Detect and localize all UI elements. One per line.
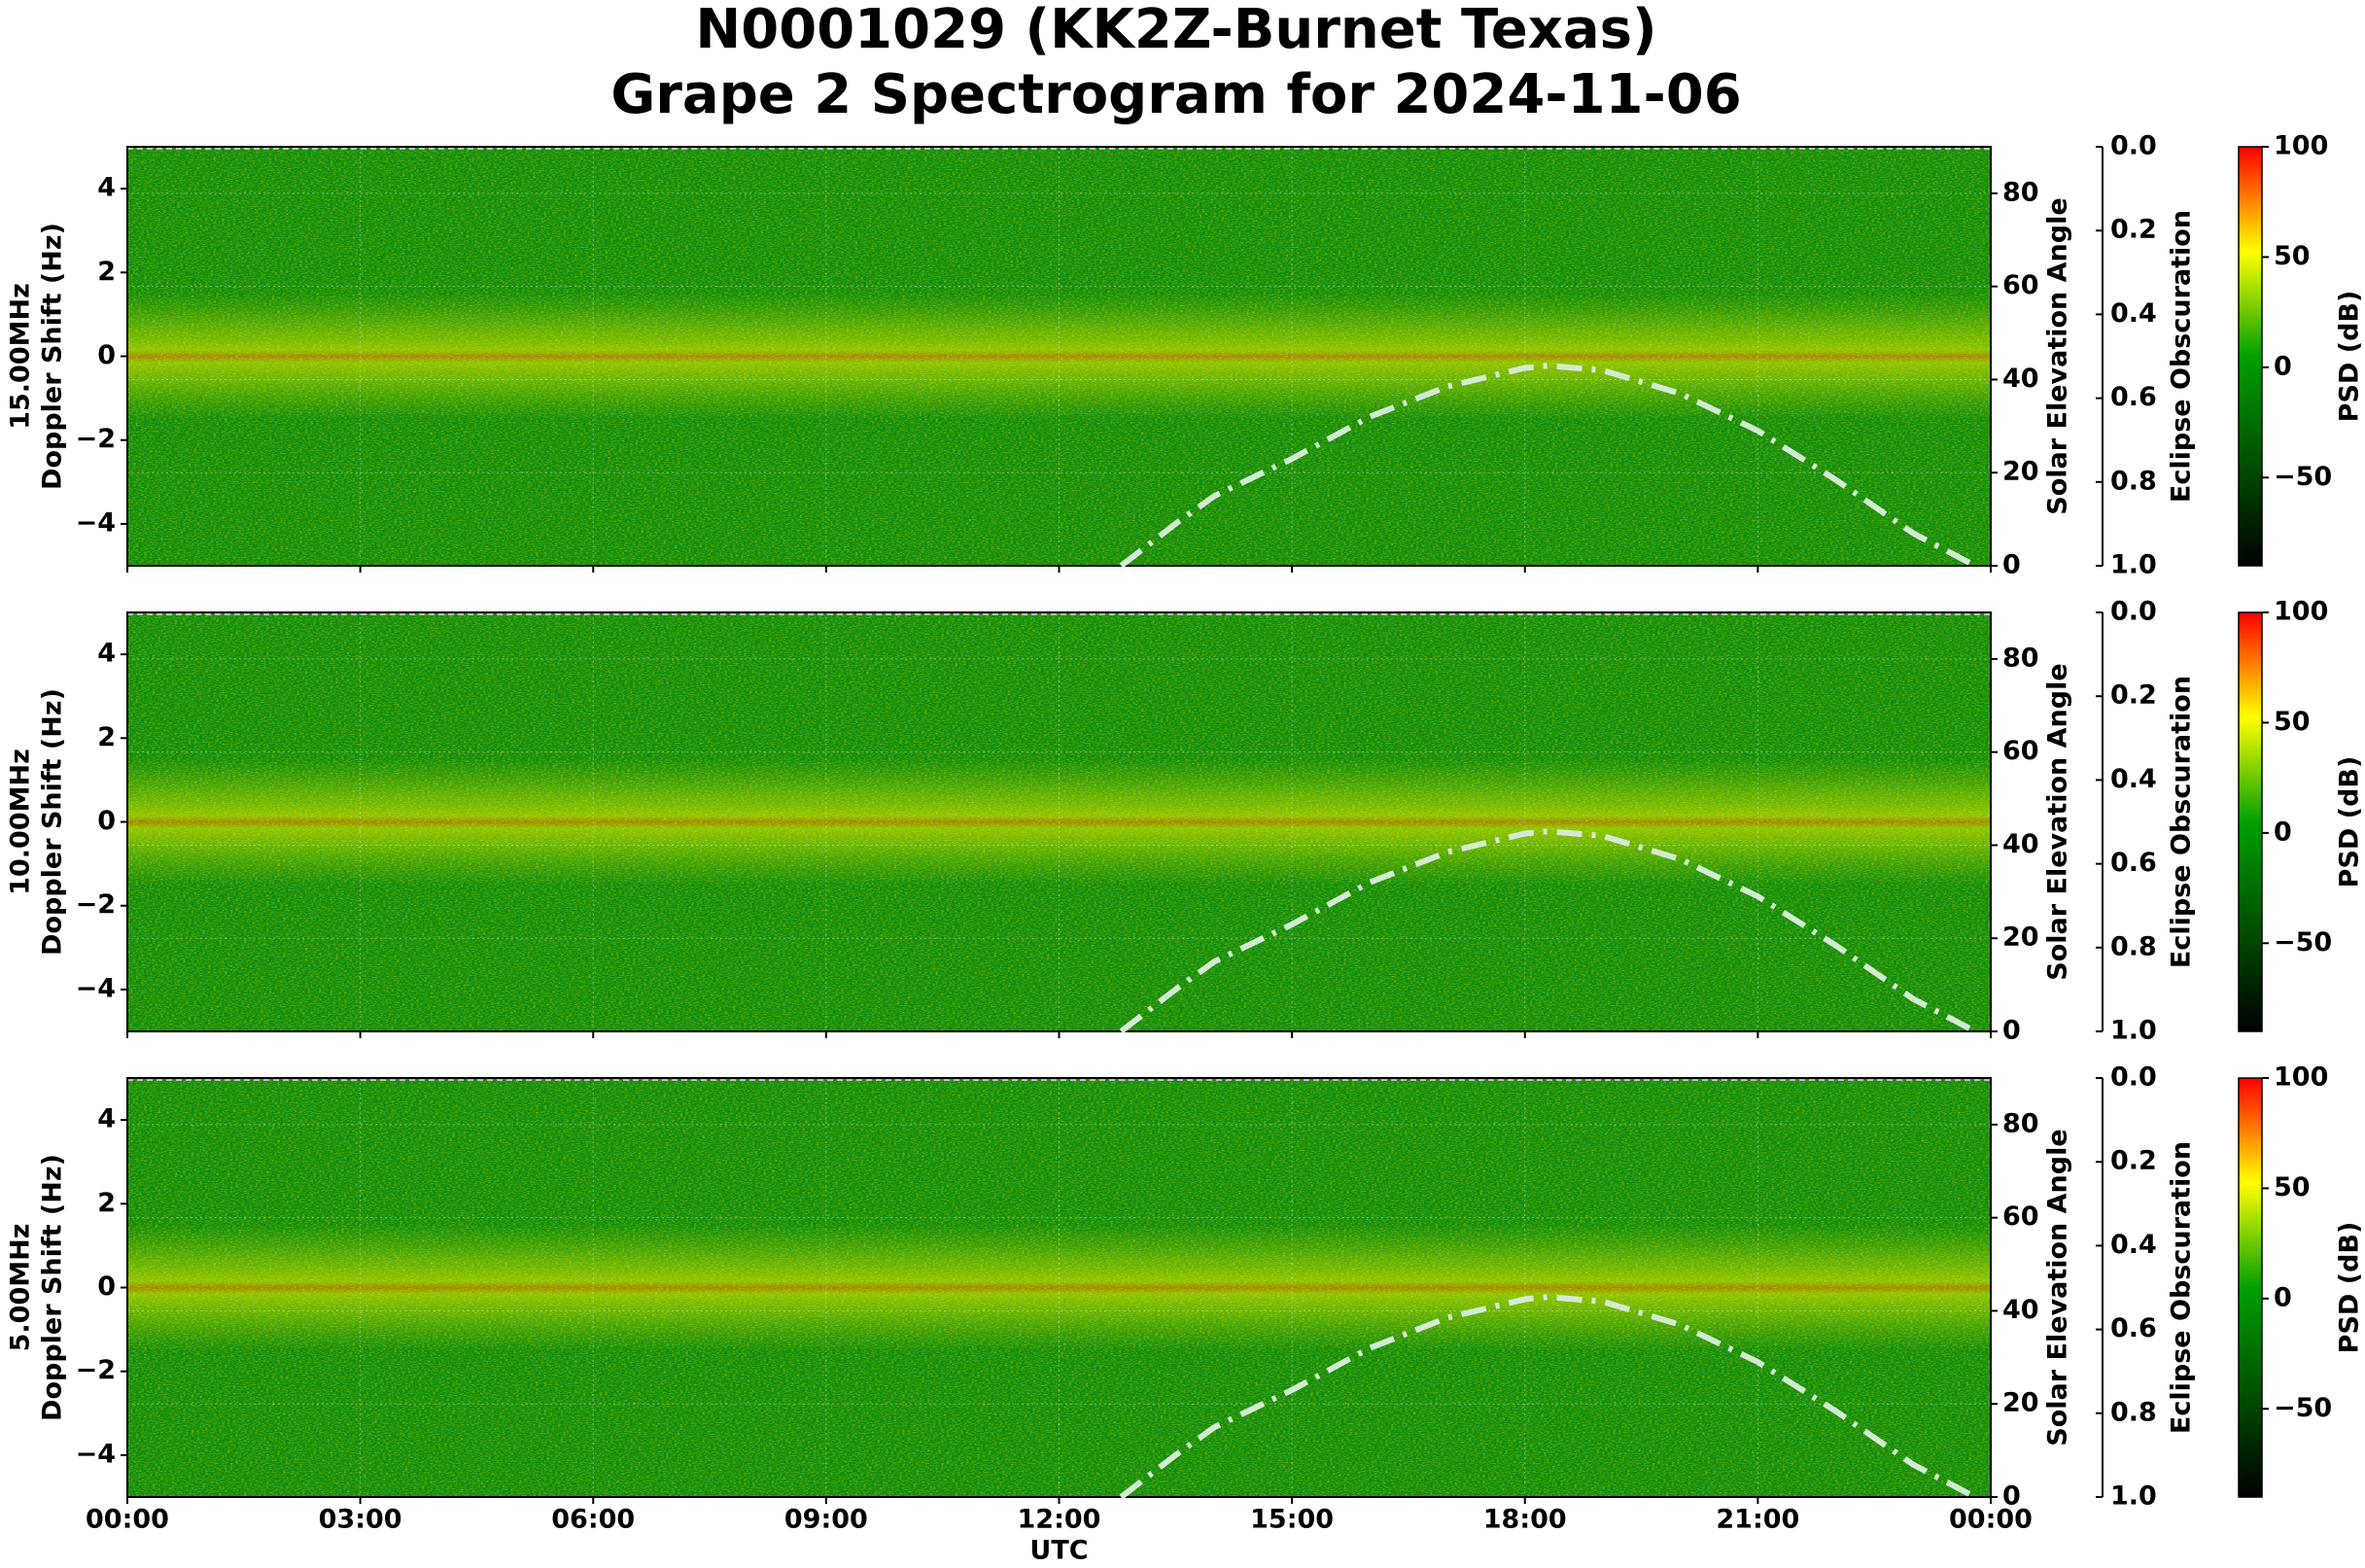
- colorbar-tick-label: −50: [2274, 1393, 2332, 1423]
- colorbar: [2238, 146, 2263, 567]
- frequency-label: 15.00MHz: [6, 283, 36, 430]
- y3-tick-label: 0.2: [2110, 1146, 2157, 1176]
- y3-tick-label: 0.4: [2110, 298, 2157, 329]
- y-tick-label: 0: [97, 1272, 116, 1302]
- x-tick-label: 12:00: [1018, 1505, 1101, 1535]
- y3-axis-label: Eclipse Obscuration: [2167, 676, 2197, 968]
- y-tick-label: 4: [97, 1104, 116, 1134]
- y-tick-label: −4: [76, 507, 116, 538]
- y3-axis-label: Eclipse Obscuration: [2167, 210, 2197, 503]
- y3-tick-label: 0.6: [2110, 1313, 2157, 1343]
- y3-tick-label: 0.0: [2110, 597, 2157, 627]
- y-tick-label: 0: [97, 806, 116, 836]
- title: N0001029 (KK2Z-Burnet Texas): [695, 0, 1656, 61]
- y3-tick-label: 0.8: [2110, 931, 2157, 961]
- y3-tick-label: 0.4: [2110, 764, 2157, 794]
- y-axis-label: Doppler Shift (Hz): [38, 1154, 68, 1421]
- y-tick-label: −2: [76, 424, 116, 454]
- y2-tick-label: 40: [2002, 829, 2039, 859]
- y-tick-label: 2: [97, 257, 116, 287]
- x-tick-label: 00:00: [1949, 1505, 2033, 1535]
- x-tick-label: 15:00: [1250, 1505, 1334, 1535]
- y3-tick-label: 0.6: [2110, 848, 2157, 878]
- y2-tick-label: 80: [2002, 643, 2039, 673]
- y2-tick-label: 60: [2002, 270, 2039, 300]
- y-tick-label: −2: [76, 889, 116, 920]
- y-tick-label: 2: [97, 1188, 116, 1218]
- plot-frame: [126, 1077, 1992, 1498]
- y3-tick-label: 0.0: [2110, 1063, 2157, 1093]
- y3-tick-label: 1.0: [2110, 550, 2157, 580]
- x-axis-label: UTC: [1029, 1536, 1088, 1566]
- y3-axis-label: Eclipse Obscuration: [2167, 1141, 2197, 1434]
- frequency-label: 5.00MHz: [6, 1224, 36, 1352]
- spectrogram-texture: [127, 147, 1991, 566]
- colorbar: [2238, 611, 2263, 1032]
- colorbar-tick-label: 100: [2274, 1063, 2328, 1093]
- y2-tick-label: 0: [2002, 1016, 2021, 1046]
- y2-tick-label: 60: [2002, 736, 2039, 766]
- y3-tick-label: 0.2: [2110, 215, 2157, 245]
- y-tick-label: −4: [76, 973, 116, 1003]
- y2-tick-label: 60: [2002, 1202, 2039, 1232]
- y-tick-label: 0: [97, 340, 116, 370]
- y-tick-label: 4: [97, 639, 116, 669]
- y2-tick-label: 20: [2002, 1388, 2039, 1418]
- x-tick-label: 06:00: [551, 1505, 635, 1535]
- colorbar-label: PSD (dB): [2335, 756, 2365, 889]
- y3-tick-label: 0.8: [2110, 1397, 2157, 1427]
- y2-tick-label: 40: [2002, 364, 2039, 394]
- y2-tick-label: 0: [2002, 550, 2021, 580]
- x-tick-label: 18:00: [1483, 1505, 1567, 1535]
- colorbar-tick-label: 0: [2274, 351, 2292, 381]
- y2-axis-label: Solar Elevation Angle: [2043, 663, 2073, 980]
- y2-tick-label: 80: [2002, 1108, 2039, 1138]
- x-tick-label: 21:00: [1716, 1505, 1799, 1535]
- colorbar-tick-label: 0: [2274, 1282, 2292, 1312]
- colorbar: [2238, 1077, 2263, 1498]
- y2-tick-label: 20: [2002, 923, 2039, 953]
- plot-frame: [126, 146, 1992, 567]
- colorbar-label: PSD (dB): [2335, 1222, 2365, 1354]
- colorbar-tick-label: 50: [2274, 241, 2311, 271]
- x-tick-label: 03:00: [319, 1505, 402, 1535]
- colorbar-tick-label: 50: [2274, 1172, 2311, 1202]
- y3-tick-label: 1.0: [2110, 1481, 2157, 1512]
- y3-tick-label: 0.4: [2110, 1230, 2157, 1260]
- colorbar-tick-label: 100: [2274, 597, 2328, 627]
- colorbar-tick-label: 50: [2274, 707, 2311, 737]
- y2-tick-label: 20: [2002, 457, 2039, 487]
- spectrogram-texture: [127, 1078, 1991, 1497]
- y-tick-label: 4: [97, 173, 116, 203]
- colorbar-tick-label: −50: [2274, 927, 2332, 958]
- y3-tick-label: 0.6: [2110, 382, 2157, 412]
- x-tick-label: 00:00: [86, 1505, 169, 1535]
- frequency-label: 10.00MHz: [6, 749, 36, 895]
- y2-tick-label: 80: [2002, 177, 2039, 207]
- y2-tick-label: 40: [2002, 1295, 2039, 1325]
- colorbar-tick-label: 100: [2274, 131, 2328, 161]
- y2-tick-label: 0: [2002, 1481, 2021, 1512]
- subtitle: Grape 2 Spectrogram for 2024-11-06: [610, 63, 1741, 126]
- y2-axis-label: Solar Elevation Angle: [2043, 1129, 2073, 1446]
- colorbar-tick-label: −50: [2274, 462, 2332, 492]
- y3-tick-label: 0.2: [2110, 680, 2157, 711]
- spectrogram-texture: [127, 612, 1991, 1031]
- y3-tick-label: 0.0: [2110, 131, 2157, 161]
- y2-axis-label: Solar Elevation Angle: [2043, 197, 2073, 514]
- colorbar-tick-label: 0: [2274, 817, 2292, 847]
- colorbar-label: PSD (dB): [2335, 291, 2365, 423]
- x-tick-label: 09:00: [784, 1505, 868, 1535]
- y-axis-label: Doppler Shift (Hz): [38, 688, 68, 956]
- y3-tick-label: 1.0: [2110, 1016, 2157, 1046]
- y-axis-label: Doppler Shift (Hz): [38, 223, 68, 490]
- y-tick-label: 2: [97, 722, 116, 752]
- plot-frame: [126, 611, 1992, 1032]
- y-tick-label: −2: [76, 1355, 116, 1385]
- y-tick-label: −4: [76, 1439, 116, 1469]
- y3-tick-label: 0.8: [2110, 466, 2157, 496]
